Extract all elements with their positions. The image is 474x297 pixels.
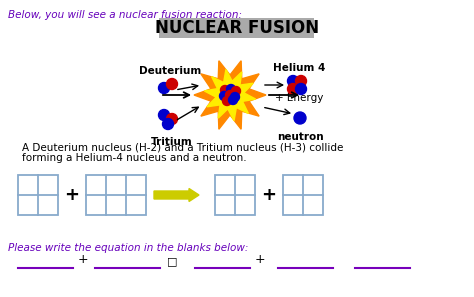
Circle shape xyxy=(295,83,307,94)
Circle shape xyxy=(227,85,236,94)
Circle shape xyxy=(288,75,299,86)
Circle shape xyxy=(163,119,173,129)
Circle shape xyxy=(219,91,228,100)
Text: Tritium: Tritium xyxy=(151,137,193,147)
Bar xyxy=(18,175,58,215)
Circle shape xyxy=(231,86,240,96)
Circle shape xyxy=(166,113,177,124)
Text: +: + xyxy=(255,253,265,266)
Text: Below, you will see a nuclear fusion reaction:: Below, you will see a nuclear fusion rea… xyxy=(8,10,242,20)
Circle shape xyxy=(295,75,307,86)
Bar xyxy=(283,175,323,215)
Bar xyxy=(159,18,315,38)
Circle shape xyxy=(294,112,306,124)
Text: A Deuterium nucleus (H-2) and a Tritium nucleus (H-3) collide: A Deuterium nucleus (H-2) and a Tritium … xyxy=(22,143,343,153)
Bar xyxy=(86,175,146,215)
Circle shape xyxy=(166,78,177,89)
Text: forming a Helium-4 nucleus and a neutron.: forming a Helium-4 nucleus and a neutron… xyxy=(22,153,246,163)
Circle shape xyxy=(158,83,170,94)
Text: NUCLEAR FUSION: NUCLEAR FUSION xyxy=(155,19,319,37)
Circle shape xyxy=(230,92,239,102)
Circle shape xyxy=(158,110,170,121)
Bar xyxy=(215,175,255,215)
Text: Please write the equation in the blanks below:: Please write the equation in the blanks … xyxy=(8,243,248,253)
Text: +: + xyxy=(78,253,88,266)
Circle shape xyxy=(288,83,299,94)
Polygon shape xyxy=(204,69,255,121)
Circle shape xyxy=(220,86,229,94)
Text: Helium 4: Helium 4 xyxy=(273,63,325,73)
Circle shape xyxy=(226,91,235,99)
Text: □: □ xyxy=(167,256,177,266)
Polygon shape xyxy=(194,61,266,129)
Circle shape xyxy=(222,97,231,105)
Text: Deuterium: Deuterium xyxy=(139,66,201,76)
Text: +: + xyxy=(64,186,80,204)
Text: + Energy: + Energy xyxy=(275,93,323,103)
Circle shape xyxy=(228,96,237,105)
FancyArrow shape xyxy=(154,189,199,201)
Text: +: + xyxy=(262,186,276,204)
Text: neutron: neutron xyxy=(277,132,323,142)
